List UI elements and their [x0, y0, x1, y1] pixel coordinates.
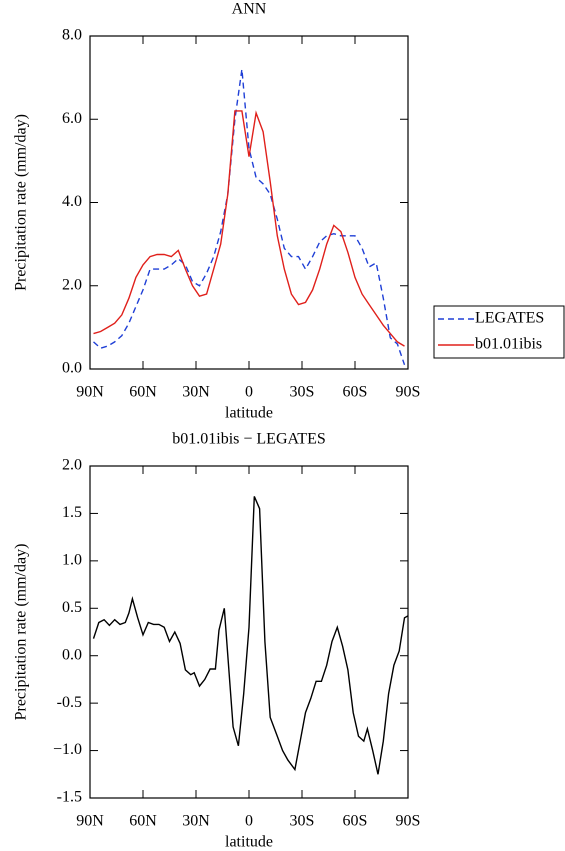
x-tick-label: 90N	[76, 813, 104, 830]
y-tick-label: 6.0	[62, 110, 82, 127]
y-axis-label: Precipitation rate (mm/day)	[13, 114, 30, 291]
data-line	[92, 496, 409, 775]
x-tick-label: 30N	[182, 384, 210, 401]
y-tick-label: 0.0	[62, 360, 82, 377]
plot-frame	[89, 465, 409, 799]
y-tick-label: -1.5	[57, 789, 82, 806]
y-tick-label: -0.5	[57, 694, 82, 711]
x-tick-label: 30S	[290, 813, 315, 830]
plot-frame	[89, 35, 409, 370]
x-tick-label: 60N	[129, 813, 157, 830]
x-tick-label: 30N	[182, 813, 210, 830]
x-tick-label: 0	[245, 384, 253, 401]
chart-title: ANN	[232, 1, 267, 18]
chart-title: b01.01ibis − LEGATES	[172, 431, 325, 448]
x-tick-label: 0	[245, 813, 253, 830]
y-tick-label: 8.0	[62, 27, 82, 44]
y-tick-label: 1.5	[62, 504, 82, 521]
x-axis-label: latitude	[225, 405, 273, 422]
x-tick-label: 60S	[343, 384, 368, 401]
y-tick-label: 2.0	[62, 276, 82, 293]
y-tick-label: 0.5	[62, 599, 82, 616]
legend-label: b01.01ibis	[475, 336, 542, 353]
x-axis-label: latitude	[225, 834, 273, 851]
x-tick-label: 90S	[396, 813, 421, 830]
data-line	[93, 110, 405, 347]
y-tick-label: 1.0	[62, 552, 82, 569]
legend-label: LEGATES	[475, 310, 544, 327]
y-axis-label: Precipitation rate (mm/day)	[13, 544, 30, 721]
data-line	[93, 69, 406, 366]
x-tick-label: 60S	[343, 813, 368, 830]
y-tick-label: 4.0	[62, 193, 82, 210]
legend-box	[433, 305, 565, 359]
x-tick-label: 60N	[129, 384, 157, 401]
y-tick-label: 0.0	[62, 646, 82, 663]
y-tick-label: −1.0	[53, 741, 82, 758]
x-tick-label: 90S	[396, 384, 421, 401]
x-tick-label: 30S	[290, 384, 315, 401]
y-tick-label: 2.0	[62, 457, 82, 474]
x-tick-label: 90N	[76, 384, 104, 401]
